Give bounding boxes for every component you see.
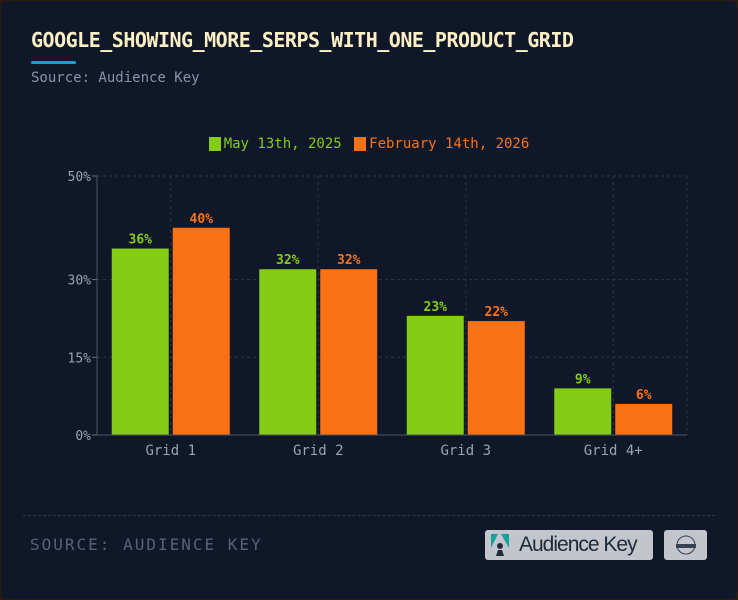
x-tick-label: Grid 2 <box>293 443 344 459</box>
data-label: 6% <box>636 388 652 403</box>
bar-1-grid4 <box>554 388 612 435</box>
data-label: 36% <box>129 233 153 248</box>
bar-2-grid4 <box>615 403 673 435</box>
badge-logo-icon <box>675 535 696 555</box>
data-label: 23% <box>424 300 448 315</box>
bar-1-grid1 <box>111 248 169 435</box>
legend: May 13th, 2025 February 14th, 2026 <box>0 136 738 152</box>
x-tick-label: Grid 3 <box>440 443 491 459</box>
x-tick-label: Grid 1 <box>145 443 196 459</box>
badge-logo <box>664 530 707 560</box>
audience-key-logo-icon <box>491 534 509 556</box>
data-label: 32% <box>337 253 361 268</box>
chart-subtitle: Source: Audience Key <box>31 70 200 86</box>
footer-divider <box>23 515 715 516</box>
bar-2-grid2 <box>320 269 378 435</box>
legend-swatch-series-1 <box>208 137 221 151</box>
bar-2-grid1 <box>172 227 230 435</box>
data-label: 40% <box>190 212 214 227</box>
legend-label-series-2: February 14th, 2026 <box>369 136 530 152</box>
legend-label-series-1: May 13th, 2025 <box>223 136 342 152</box>
title-accent-line <box>31 61 76 64</box>
data-label: 32% <box>276 253 300 268</box>
chart-title: GOOGLE_SHOWING_MORE_SERPS_WITH_ONE_PRODU… <box>31 28 574 52</box>
y-tick-label: 50% <box>68 170 92 185</box>
y-tick-label: 0% <box>75 429 91 444</box>
footer-source: SOURCE: AUDIENCE KEY <box>30 535 263 554</box>
x-tick-label: Grid 4+ <box>584 443 643 459</box>
y-tick-label: 15% <box>68 351 92 366</box>
audience-key-logo-text: Audience Key <box>519 533 638 556</box>
legend-swatch-series-2 <box>354 137 367 151</box>
data-label: 9% <box>575 372 591 387</box>
y-tick-label: 30% <box>68 274 92 289</box>
bar-2-grid3 <box>467 321 525 435</box>
audience-key-logo: Audience Key <box>485 530 653 560</box>
data-label: 22% <box>485 305 509 320</box>
bar-1-grid3 <box>406 315 464 435</box>
bar-1-grid2 <box>259 269 317 435</box>
